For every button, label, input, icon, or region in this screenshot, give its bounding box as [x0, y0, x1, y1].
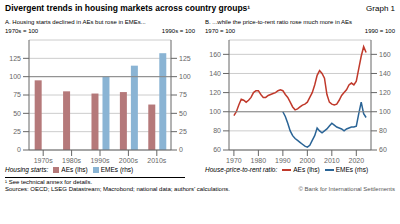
html-text:EMEs (rhs): EMEs (rhs) [100, 166, 134, 173]
html-text:AEs (lhs): AEs (lhs) [61, 166, 88, 173]
svg-text:100: 100 [209, 108, 221, 115]
html-text:1990s = 100: 1990s = 100 [161, 28, 195, 34]
html-text:1970s = 100: 1970s = 100 [5, 28, 39, 34]
svg-text:160: 160 [209, 51, 221, 58]
html-text:AEs (lhs): AEs (lhs) [293, 166, 320, 173]
html-text:Housing starts:: Housing starts: [5, 166, 49, 173]
svg-text:140: 140 [379, 70, 391, 77]
svg-text:120: 120 [209, 89, 221, 96]
svg-text:2010: 2010 [324, 157, 340, 164]
svg-text:120: 120 [379, 89, 391, 96]
svg-text:75: 75 [13, 91, 21, 98]
html-text:1970 = 100: 1970 = 100 [205, 28, 236, 34]
svg-text:50: 50 [179, 110, 187, 117]
html-text:Sources: OECD; LSEG Datastream: Sources: OECD; LSEG Datastream; Macrobon… [5, 186, 230, 192]
svg-text:2020: 2020 [349, 157, 365, 164]
html-text:© Bank for International Settl: © Bank for International Settlements [298, 186, 395, 192]
svg-text:80: 80 [213, 127, 221, 134]
svg-text:25: 25 [13, 128, 21, 135]
svg-text:0: 0 [179, 146, 183, 153]
svg-text:80: 80 [379, 127, 387, 134]
svg-text:50: 50 [13, 110, 21, 117]
html-text:EMEs (rhs): EMEs (rhs) [335, 166, 369, 173]
svg-text:1970s: 1970s [34, 157, 54, 164]
svg-text:140: 140 [209, 70, 221, 77]
html-text:1990 = 100: 1990 = 100 [364, 28, 395, 34]
svg-text:75: 75 [179, 91, 187, 98]
svg-text:2000s: 2000s [119, 157, 139, 164]
svg-text:160: 160 [379, 51, 391, 58]
html-text:Divergent trends in housing ma: Divergent trends in housing markets acro… [5, 3, 251, 13]
svg-text:25: 25 [179, 128, 187, 135]
html-text:House-price-to-rent ratio:: House-price-to-rent ratio: [205, 166, 278, 173]
svg-text:60: 60 [379, 146, 387, 153]
svg-text:100: 100 [179, 73, 191, 80]
svg-text:100: 100 [379, 108, 391, 115]
svg-text:125: 125 [179, 55, 191, 62]
svg-text:0: 0 [17, 146, 21, 153]
svg-text:1990s: 1990s [90, 157, 110, 164]
svg-text:100: 100 [9, 73, 21, 80]
svg-text:1970: 1970 [226, 157, 242, 164]
html-text:A. Housing starts declined in: A. Housing starts declined in AEs but ro… [5, 19, 146, 25]
svg-text:1990: 1990 [275, 157, 291, 164]
svg-text:1980s: 1980s [62, 157, 82, 164]
html-text:¹ See technical annex for deta: ¹ See technical annex for details. [5, 179, 93, 185]
html-text:B. ...while the price-to-rent: B. ...while the price-to-rent ratio rose… [205, 19, 353, 25]
svg-text:2000: 2000 [300, 157, 316, 164]
html-text:Graph 1: Graph 1 [366, 4, 395, 13]
svg-text:60: 60 [213, 146, 221, 153]
svg-text:1980: 1980 [251, 157, 267, 164]
svg-text:125: 125 [9, 55, 21, 62]
svg-text:2010s: 2010s [147, 157, 167, 164]
